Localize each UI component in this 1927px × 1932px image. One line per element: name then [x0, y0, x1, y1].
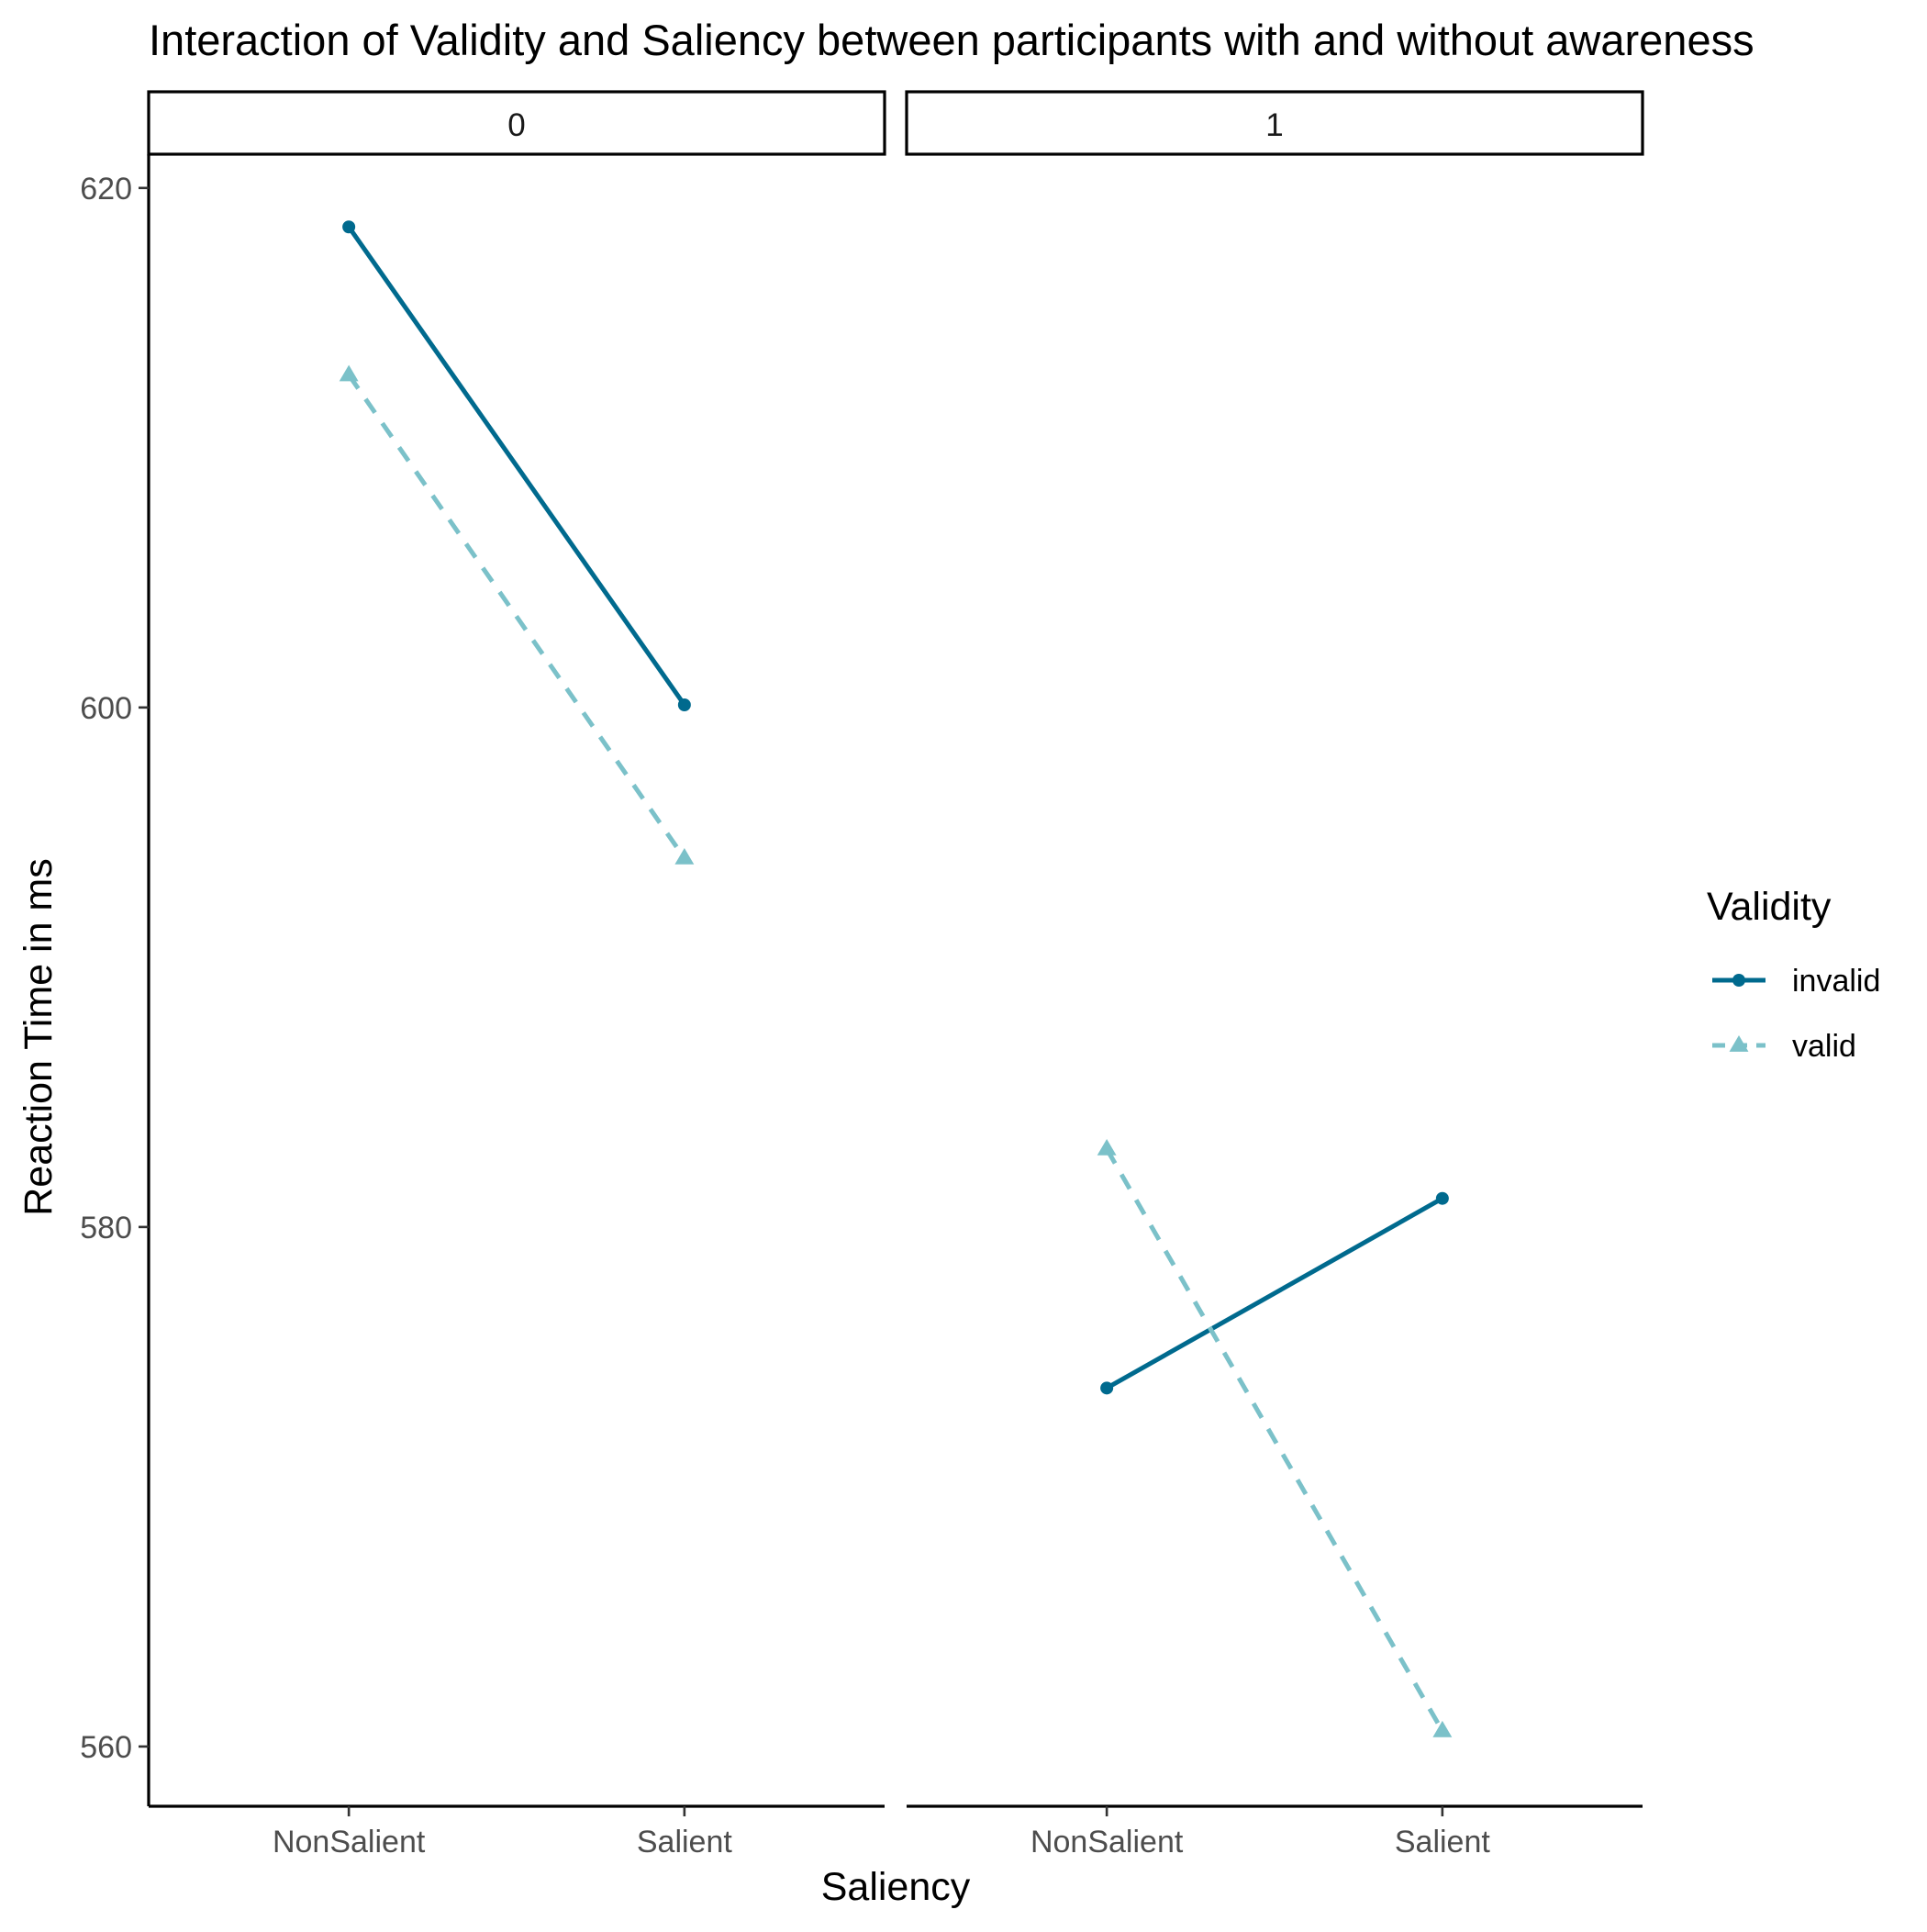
data-point-valid — [674, 847, 695, 865]
x-tick-label: NonSalient — [1030, 1825, 1184, 1859]
legend-label-valid: valid — [1792, 1029, 1856, 1064]
legend-title: Validity — [1707, 885, 1832, 929]
data-point-invalid — [677, 698, 691, 711]
x-tick-label: Salient — [637, 1825, 733, 1859]
panels-layer: 0 560 580 600 620 NonSalient Salient 1 NonSalien… — [80, 90, 1644, 1859]
data-point-invalid — [1435, 1191, 1449, 1205]
x-tick-label: Salient — [1395, 1825, 1491, 1859]
data-point-valid — [339, 364, 359, 382]
y-axis-label: Reaction Time in ms — [17, 858, 61, 1216]
panel-0: 0 560 580 600 620 NonSalient Salient — [80, 90, 886, 1859]
data-point-invalid — [1100, 1381, 1114, 1395]
legend-marker-invalid — [1732, 974, 1745, 987]
panel-1: 1 NonSalient Salient — [905, 90, 1644, 1859]
legend: Validity invalid valid — [1707, 885, 1880, 1064]
series-line-valid — [347, 374, 686, 860]
data-point-valid — [1432, 1720, 1453, 1737]
data-point-invalid — [342, 220, 356, 234]
series-line-valid — [1104, 1147, 1445, 1733]
y-tick-label: 560 — [80, 1730, 132, 1765]
series-line-invalid — [347, 225, 686, 707]
x-axis-label: Saliency — [821, 1865, 971, 1909]
facet-strip — [147, 90, 886, 156]
data-point-valid — [1097, 1138, 1117, 1156]
y-tick-label: 600 — [80, 691, 132, 726]
series-line-invalid — [1105, 1196, 1444, 1390]
facet-strip-label: 1 — [1265, 107, 1283, 143]
legend-label-invalid: invalid — [1792, 964, 1880, 999]
chart-title: Interaction of Validity and Saliency bet… — [149, 16, 1754, 64]
y-tick-label: 580 — [80, 1211, 132, 1245]
x-tick-label: NonSalient — [273, 1825, 426, 1859]
legend-marker-valid — [1729, 1035, 1749, 1052]
facet-strip-label: 0 — [507, 107, 525, 143]
facet-strip — [905, 90, 1644, 156]
y-tick-label: 620 — [80, 172, 132, 207]
